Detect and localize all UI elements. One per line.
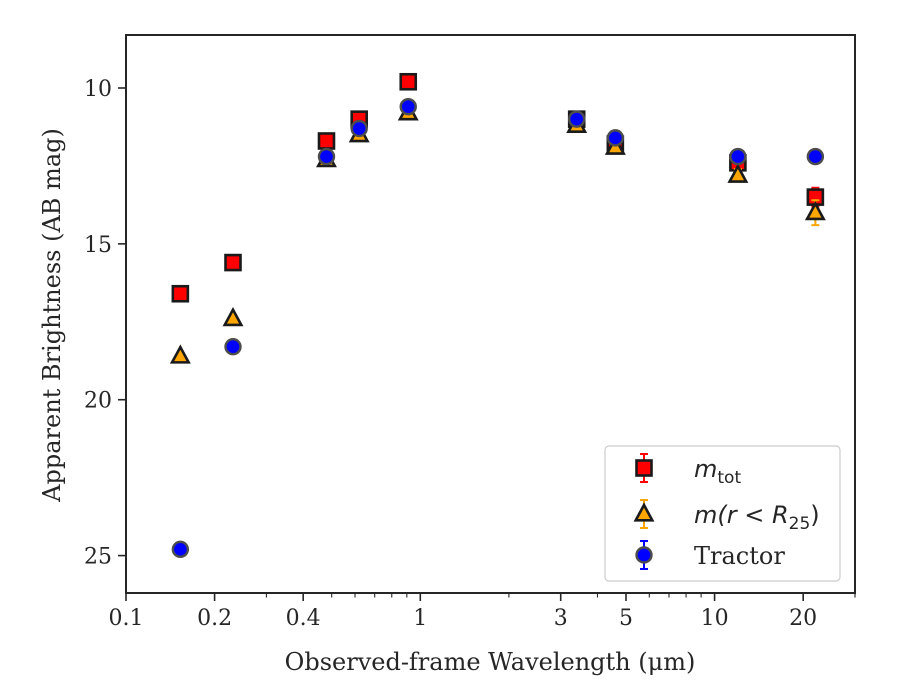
data-point-square [224,253,242,272]
x-axis: 0.1 0.2 0.4 1 3 5 10 20 [109,593,856,631]
data-point-circle [806,147,825,166]
y-tick-label: 20 [84,389,112,414]
legend-label: mtot [694,455,741,488]
axes-frame [125,34,856,594]
y-axis: 10 15 20 25 [84,77,126,570]
legend-label-subscript: tot [717,468,741,488]
data-point-square [171,284,190,303]
data-point-triangle [169,344,191,364]
legend: mtot m(r < R25) Tractor [604,445,841,582]
x-tick-label: 1 [413,606,427,631]
legend-marker-square [635,459,653,477]
legend-box [604,445,841,582]
legend-label-main: m(r < R [694,501,789,529]
data-point-triangle [727,163,749,183]
data-point-circle [224,338,242,356]
legend-label: m(r < R25) [694,501,820,534]
data-point-circle [568,110,586,128]
data-point-circle [350,119,368,138]
x-tick-label: 20 [789,606,817,631]
series-triangle [169,101,826,364]
legend-marker-triangle [633,502,655,522]
y-tick-label: 10 [84,77,112,102]
data-point-circle [729,147,747,166]
x-tick-label: 0.2 [197,606,232,631]
data-point-circle [399,97,417,116]
data-point-square [399,72,418,91]
legend-label-main: m [694,455,717,483]
legend-label-close: ) [810,501,819,529]
x-axis-label: Observed-frame Wavelength (μm) [285,648,696,676]
y-tick-label: 15 [84,233,112,258]
x-tick-label: 10 [701,606,729,631]
y-tick-label: 25 [84,545,112,570]
x-tick-label: 0.1 [109,606,144,631]
x-tick-label: 0.4 [286,606,321,631]
y-axis-label: Apparent Brightness (AB mag) [38,128,66,503]
legend-marker-circle [635,546,653,564]
legend-label: Tractor [694,542,785,570]
series-square [171,72,825,303]
data-point-circle [606,129,625,147]
x-tick-label: 3 [554,606,568,631]
data-point-circle [317,147,336,166]
plot-frame [125,34,856,594]
data-point-triangle [222,306,244,327]
data-point-square [317,132,336,150]
legend-label-main: Tractor [694,542,785,570]
data-points [169,72,826,559]
data-point-triangle [804,200,826,221]
legend-label-subscript: 25 [789,514,811,534]
x-tick-label: 5 [619,606,633,631]
series-circle [171,97,825,559]
data-point-circle [171,540,190,559]
